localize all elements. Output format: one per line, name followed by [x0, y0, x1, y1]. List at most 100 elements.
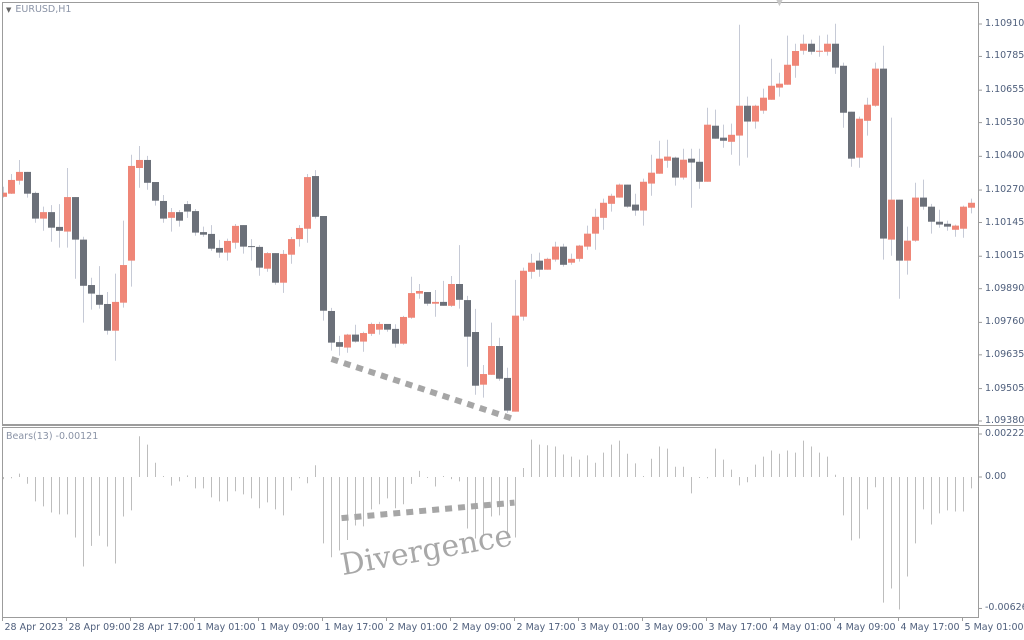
candle-bear — [56, 226, 63, 231]
bears-histogram — [3, 436, 972, 610]
time-label: 28 Apr 2023 — [4, 622, 64, 633]
indicator-pane-border — [2, 427, 979, 618]
candle-bear — [152, 182, 159, 201]
candle-bear — [928, 206, 935, 222]
price-label: 1.10270 — [985, 184, 1024, 196]
candle-bull — [952, 225, 959, 230]
shift-marker-icon[interactable]: ▼ — [776, 0, 783, 8]
indicator-axis-label: 0.00222 — [985, 428, 1024, 439]
candle-bear — [216, 247, 223, 253]
candle-bull — [576, 245, 583, 259]
price-label: 1.09635 — [985, 348, 1024, 360]
candle-bull — [3, 192, 7, 197]
time-label: 1 May 17:00 — [324, 622, 384, 633]
candle-bull — [488, 346, 495, 375]
price-label: 1.10530 — [985, 116, 1024, 128]
axis-ticks — [2, 23, 982, 621]
candle-bull — [304, 177, 311, 229]
candle-bear — [256, 246, 263, 268]
candle-bull — [480, 374, 487, 385]
candle-bull — [656, 158, 663, 174]
candle-bear — [208, 233, 215, 249]
candle-bear — [880, 68, 887, 239]
candle-bear — [672, 157, 679, 178]
candle-bull — [752, 105, 759, 122]
candle-bear — [104, 303, 111, 331]
time-label: 1 May 09:00 — [260, 622, 320, 633]
candle-bear — [96, 294, 103, 305]
price-label: 1.09760 — [985, 316, 1024, 328]
candle-bull — [344, 334, 351, 348]
candle-bull — [168, 212, 175, 218]
candle-bull — [544, 258, 551, 270]
candle-bull — [520, 270, 527, 317]
candle-bear — [352, 334, 359, 342]
candle-bull — [360, 333, 367, 342]
candle-bull — [552, 246, 559, 260]
candle-bear — [920, 197, 927, 207]
candle-bull — [960, 206, 967, 229]
candle-bull — [568, 258, 575, 263]
candle-bull — [16, 171, 23, 181]
candle-bear — [696, 161, 703, 182]
triangle-down-icon[interactable]: ▼ — [6, 6, 12, 14]
candle-bear — [624, 184, 631, 207]
indicator-divergence-line — [341, 499, 515, 522]
candle-bear — [192, 211, 199, 233]
candle-bull — [448, 283, 455, 306]
price-label: 1.10145 — [985, 216, 1024, 228]
time-label: 28 Apr 09:00 — [68, 622, 131, 633]
candle-bear — [24, 171, 31, 194]
candle-bull — [856, 118, 863, 158]
candle-bull — [280, 253, 287, 283]
indicator-axis-label: 0.00 — [985, 471, 1007, 482]
candle-bear — [80, 239, 87, 286]
time-label: 2 May 09:00 — [452, 622, 512, 633]
candle-bear — [560, 246, 567, 265]
time-label: 28 Apr 17:00 — [132, 622, 195, 633]
candle-bear — [472, 331, 479, 386]
candle-bear — [312, 176, 319, 217]
candle-bull — [728, 134, 735, 142]
candle-bull — [128, 165, 135, 261]
candle-bull — [640, 181, 647, 211]
candle-bull — [680, 159, 687, 178]
candle-bear — [840, 65, 847, 113]
candle-bull — [296, 227, 303, 240]
candle-bull — [528, 262, 535, 272]
candle-bear — [392, 328, 399, 344]
candle-bear — [720, 137, 727, 141]
candle-bear — [336, 342, 343, 347]
time-label: 4 May 17:00 — [900, 622, 960, 633]
indicator-axis-label: -0.00626 — [985, 602, 1024, 614]
candle-bull — [232, 225, 239, 243]
candle-bull — [736, 105, 743, 136]
candle-bull — [288, 239, 295, 255]
candle-bull — [904, 240, 911, 261]
candle-bear — [88, 285, 95, 294]
candle-bear — [744, 105, 751, 122]
price-label: 1.10655 — [985, 84, 1024, 96]
candle-bear — [176, 212, 183, 221]
candle-bear — [808, 43, 815, 52]
candle-bull — [408, 293, 415, 318]
chart-title[interactable]: ▼ EURUSD,H1 — [6, 4, 71, 15]
candle-bear — [496, 346, 503, 379]
candle-bull — [8, 179, 15, 194]
candle-bear — [440, 301, 447, 306]
candle-bull — [888, 199, 895, 240]
time-label: 3 May 01:00 — [580, 622, 640, 633]
candle-bear — [272, 253, 279, 283]
candle-bull — [792, 50, 799, 66]
price-divergence-line — [330, 356, 518, 423]
price-label: 1.09380 — [985, 415, 1024, 426]
chart-frames — [2, 2, 1024, 618]
price-label: 1.10785 — [985, 50, 1024, 62]
candle-bull — [784, 64, 791, 85]
price-label: 1.10400 — [985, 150, 1024, 162]
candle-bull — [760, 97, 767, 111]
candle-bear — [72, 197, 79, 240]
candle-bull — [600, 202, 607, 218]
price-label: 1.09505 — [985, 382, 1024, 394]
candle-bull — [376, 323, 383, 330]
